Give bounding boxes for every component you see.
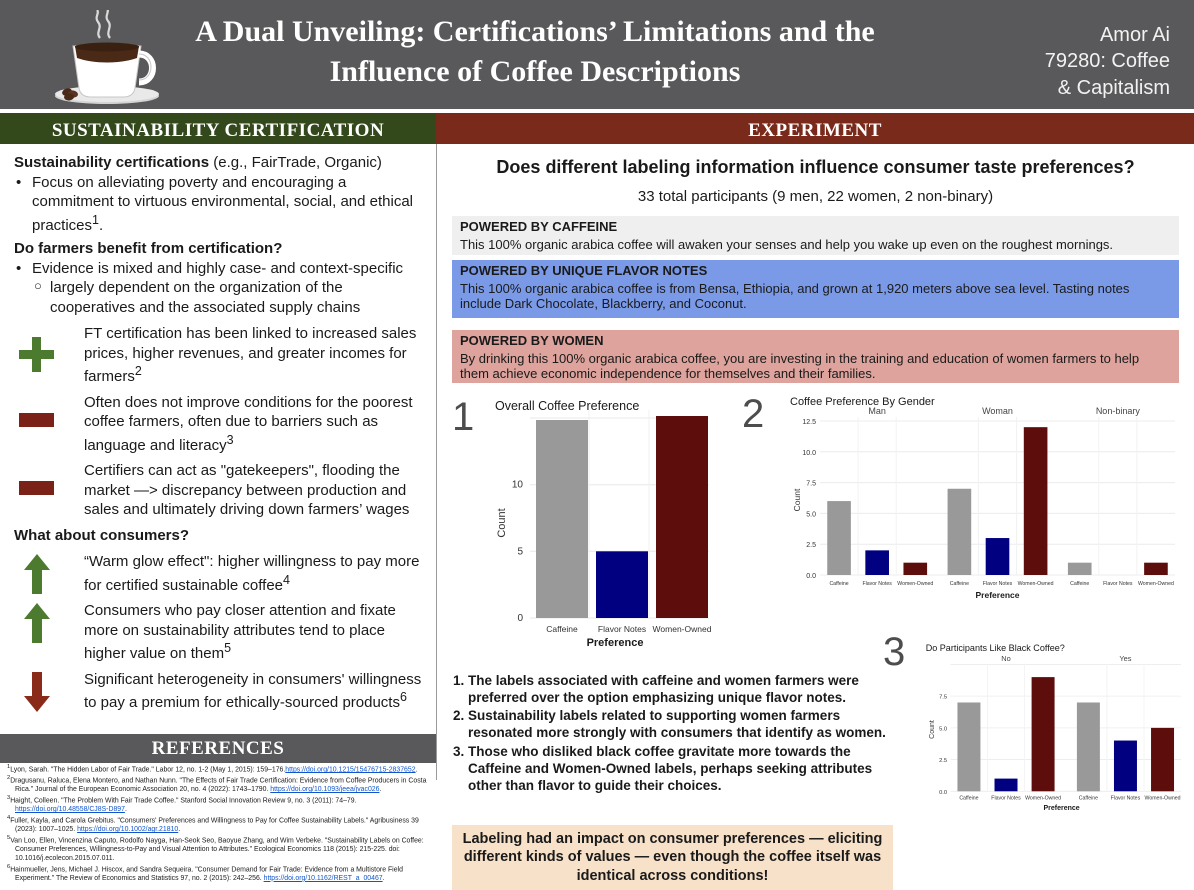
svg-text:Flavor Notes: Flavor Notes: [1111, 796, 1141, 802]
svg-text:10: 10: [512, 480, 524, 491]
svg-text:Preference: Preference: [1044, 805, 1080, 812]
svg-text:2.5: 2.5: [939, 758, 947, 764]
svg-text:Caffeine: Caffeine: [1079, 796, 1098, 802]
svg-text:Preference: Preference: [976, 590, 1020, 600]
svg-text:Caffeine: Caffeine: [546, 624, 578, 634]
svg-text:Caffeine: Caffeine: [950, 581, 969, 587]
svg-text:5.0: 5.0: [939, 726, 947, 732]
svg-text:Coffee Preference By Gender: Coffee Preference By Gender: [790, 396, 935, 408]
svg-text:Women-Owned: Women-Owned: [1018, 581, 1054, 587]
svg-text:5.0: 5.0: [806, 511, 816, 518]
svg-text:Women-Owned: Women-Owned: [897, 581, 933, 587]
svg-text:Preference: Preference: [587, 637, 644, 649]
svg-text:7.5: 7.5: [939, 695, 947, 701]
svg-text:Yes: Yes: [1119, 654, 1131, 663]
svg-text:5: 5: [517, 546, 523, 557]
svg-text:Flavor Notes: Flavor Notes: [991, 796, 1021, 802]
svg-text:Woman: Woman: [982, 406, 1013, 416]
svg-text:0.0: 0.0: [806, 573, 816, 580]
svg-text:Flavor Notes: Flavor Notes: [983, 581, 1013, 587]
svg-text:Overall Coffee Preference: Overall Coffee Preference: [495, 399, 639, 413]
svg-text:Caffeine: Caffeine: [1070, 581, 1089, 587]
svg-text:Non-binary: Non-binary: [1096, 406, 1141, 416]
svg-text:Caffeine: Caffeine: [829, 581, 848, 587]
svg-text:2.5: 2.5: [806, 542, 816, 549]
svg-text:Do Participants Like Black Cof: Do Participants Like Black Coffee?: [926, 643, 1065, 653]
svg-text:No: No: [1001, 654, 1010, 663]
svg-text:10.0: 10.0: [802, 450, 816, 457]
svg-text:Women-Owned: Women-Owned: [1145, 796, 1181, 802]
svg-text:Women-Owned: Women-Owned: [653, 624, 712, 634]
svg-text:0: 0: [517, 613, 523, 624]
svg-text:0.0: 0.0: [939, 790, 947, 796]
svg-text:Count: Count: [929, 720, 936, 739]
svg-text:7.5: 7.5: [806, 481, 816, 488]
svg-text:Caffeine: Caffeine: [959, 796, 978, 802]
svg-text:Count: Count: [496, 508, 508, 537]
svg-text:Flavor Notes: Flavor Notes: [598, 624, 646, 634]
svg-text:Flavor Notes: Flavor Notes: [862, 581, 892, 587]
svg-text:Women-Owned: Women-Owned: [1025, 796, 1061, 802]
svg-text:Flavor Notes: Flavor Notes: [1103, 581, 1133, 587]
svg-text:Count: Count: [792, 488, 802, 511]
svg-text:Man: Man: [868, 406, 886, 416]
svg-text:Women-Owned: Women-Owned: [1138, 581, 1174, 587]
svg-text:12.5: 12.5: [802, 419, 816, 426]
